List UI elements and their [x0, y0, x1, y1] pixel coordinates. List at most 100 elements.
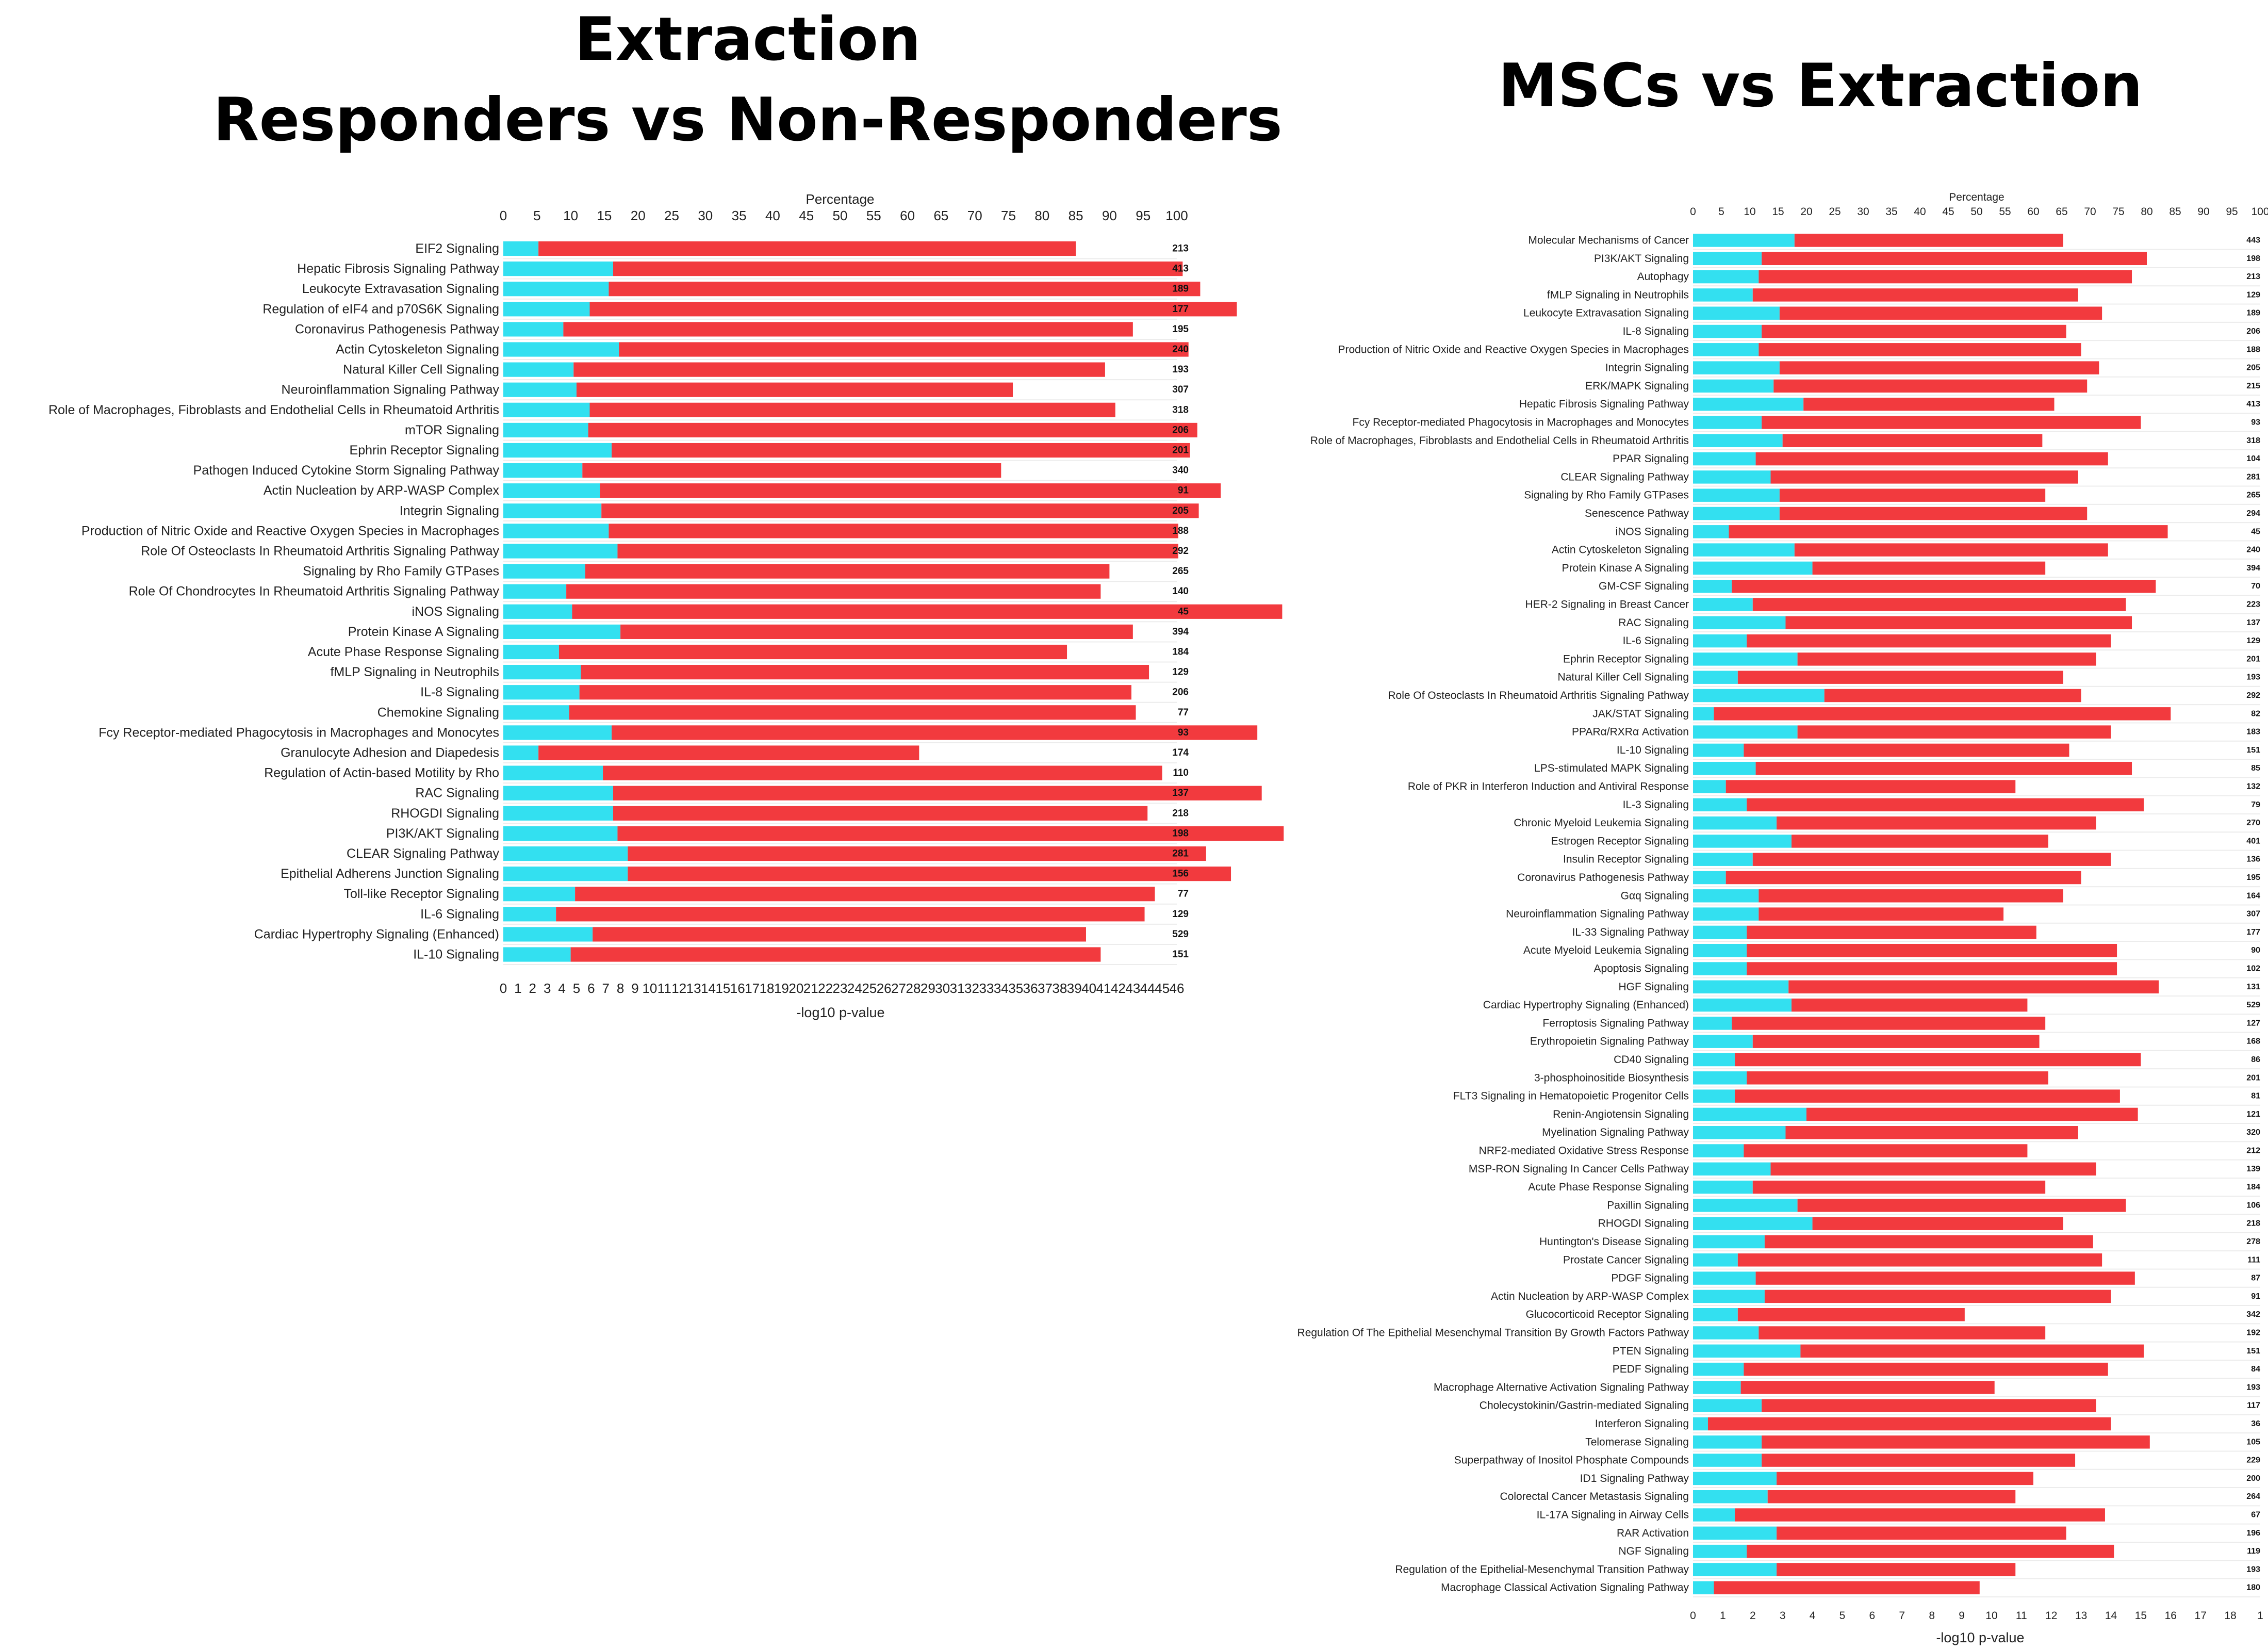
chart1-bottom-tick: 28	[906, 981, 921, 996]
chart2-bar-blue	[1693, 907, 1759, 921]
chart2-top-tick: 95	[2226, 206, 2238, 218]
chart2-bar-blue	[1693, 853, 1753, 866]
chart2-bar-blue	[1693, 1526, 1777, 1540]
chart2-bottom-tick: 18	[2224, 1610, 2236, 1622]
chart2-bar-blue	[1693, 1454, 1762, 1467]
chart2-total-label: 223	[2246, 600, 2260, 609]
chart1-bar-red	[573, 362, 1105, 377]
chart1-category-label: EIF2 Signaling	[415, 241, 499, 256]
chart2-bar-red	[1737, 671, 2063, 684]
chart2-bar-blue	[1693, 1490, 1768, 1504]
chart2-bar-red	[1758, 343, 2081, 356]
chart2-total-label: 183	[2246, 728, 2260, 737]
chart2-top-tick: 55	[1999, 206, 2011, 218]
chart2-bar-red	[1777, 1526, 2066, 1540]
chart2-total-label: 180	[2246, 1583, 2260, 1592]
chart1-bar-blue	[503, 584, 567, 599]
chart2-bar-red	[1747, 943, 2117, 957]
chart2-bar-blue	[1693, 725, 1798, 739]
chart1-bar-red	[613, 262, 1183, 276]
chart1-bar-red	[628, 846, 1206, 861]
chart2-bottom-tick: 9	[1959, 1610, 1965, 1622]
chart1-total-label: 188	[1172, 526, 1189, 536]
chart1-title-line2: Responders vs Non-Responders	[213, 85, 1283, 155]
chart2-bar-blue	[1693, 252, 1762, 266]
chart2-bar-red	[1735, 1089, 2120, 1103]
chart1-category-label: Regulation of eIF4 and p70S6K Signaling	[262, 302, 499, 316]
chart2-category-label: Estrogen Receptor Signaling	[1551, 835, 1689, 847]
chart1-bottom-tick: 29	[921, 981, 935, 996]
chart2-category-label: Cardiac Hypertrophy Signaling (Enhanced)	[1483, 999, 1689, 1011]
chart2-bar-blue	[1693, 1199, 1798, 1212]
chart1-category-label: Production of Nitric Oxide and Reactive …	[81, 524, 499, 538]
chart1-bottom-tick: 16	[730, 981, 745, 996]
chart2-total-label: 85	[2251, 764, 2260, 773]
chart2-bar-blue	[1693, 1071, 1747, 1085]
chart2-bar-blue	[1693, 1235, 1765, 1249]
chart1-category-label: Cardiac Hypertrophy Signaling (Enhanced)	[254, 927, 499, 941]
chart1-total-label: 205	[1172, 505, 1189, 516]
chart2-top-tick: 20	[1800, 206, 1812, 218]
chart2-bar-blue	[1693, 452, 1756, 466]
chart2-total-label: 193	[2246, 1565, 2260, 1574]
chart1-category-label: IL-6 Signaling	[420, 907, 499, 921]
chart2-bar-red	[1714, 1581, 1980, 1594]
chart2-total-label: 205	[2246, 364, 2260, 372]
chart1-bottom-tick: 43	[1125, 981, 1140, 996]
chart1-category-label: mTOR Signaling	[405, 423, 499, 437]
chart2-total-label: 91	[2251, 1292, 2260, 1301]
chart2-bar-red	[1762, 416, 2141, 429]
chart2-category-label: HER-2 Signaling in Breast Cancer	[1525, 599, 1689, 611]
chart2-total-label: 84	[2251, 1365, 2260, 1374]
chart1-category-label: Neuroinflammation Signaling Pathway	[282, 383, 500, 397]
chart2-top-tick: 45	[1942, 206, 1954, 218]
chart2-bar-blue	[1693, 689, 1825, 703]
chart1-category-label: PI3K/AKT Signaling	[386, 826, 499, 841]
chart2-bar-blue	[1693, 507, 1780, 520]
chart1-top-tick: 55	[866, 208, 881, 223]
chart2-total-label: 320	[2246, 1128, 2260, 1137]
chart1-bar-blue	[503, 604, 572, 619]
chart1-bar-red	[575, 887, 1155, 902]
chart2-bar-blue	[1693, 598, 1753, 611]
chart2-category-label: PTEN Signaling	[1613, 1345, 1689, 1357]
chart1-bar-red	[566, 584, 1101, 599]
chart1-bar-red	[585, 564, 1110, 579]
chart2-total-label: 318	[2246, 436, 2260, 445]
chart2-bar-blue	[1693, 1107, 1806, 1121]
chart1-total-label: 77	[1178, 889, 1189, 900]
chart1-bar-blue	[503, 463, 583, 478]
chart2-category-label: IL-6 Signaling	[1623, 635, 1689, 647]
chart2-total-label: 90	[2251, 946, 2260, 955]
chart2-total-label: 87	[2251, 1274, 2260, 1283]
chart1-bar-blue	[503, 765, 603, 780]
chart2-bar-red	[1758, 889, 2063, 903]
chart2-bar-red	[1762, 324, 2066, 338]
chart1-category-label: Role of Macrophages, Fibroblasts and End…	[48, 403, 499, 417]
chart2-category-label: fMLP Signaling in Neutrophils	[1547, 289, 1689, 301]
chart1-total-label: 195	[1172, 324, 1189, 335]
chart2-total-label: 264	[2246, 1492, 2260, 1501]
chart1-bar-blue	[503, 322, 564, 337]
chart1-total-label: 129	[1172, 667, 1189, 678]
chart1-bottom-tick: 14	[701, 981, 716, 996]
chart2-category-label: Autophagy	[1637, 271, 1689, 283]
chart2-top-tick: 65	[2056, 206, 2067, 218]
chart1-bottom-tick: 24	[847, 981, 862, 996]
chart2-category-label: iNOS Signaling	[1616, 526, 1689, 537]
chart1-total-label: 318	[1172, 404, 1189, 415]
chart2-total-label: 36	[2251, 1419, 2260, 1428]
chart2-category-label: NGF Signaling	[1618, 1545, 1689, 1557]
chart1-bottom-tick: 30	[935, 981, 950, 996]
chart2-bar-blue	[1693, 1271, 1756, 1285]
chart2-total-label: 105	[2246, 1438, 2260, 1446]
chart2-category-label: Natural Killer Cell Signaling	[1558, 672, 1689, 683]
chart2-bar-red	[1755, 1271, 2135, 1285]
chart2-total-label: 136	[2246, 855, 2260, 864]
chart1-bottom-tick: 36	[1023, 981, 1038, 996]
chart1-bottom-tick: 4	[558, 981, 565, 996]
chart2-top-tick: 25	[1829, 206, 1840, 218]
chart2-category-label: IL-17A Signaling in Airway Cells	[1537, 1509, 1689, 1521]
chart2-bar-blue	[1693, 980, 1789, 994]
